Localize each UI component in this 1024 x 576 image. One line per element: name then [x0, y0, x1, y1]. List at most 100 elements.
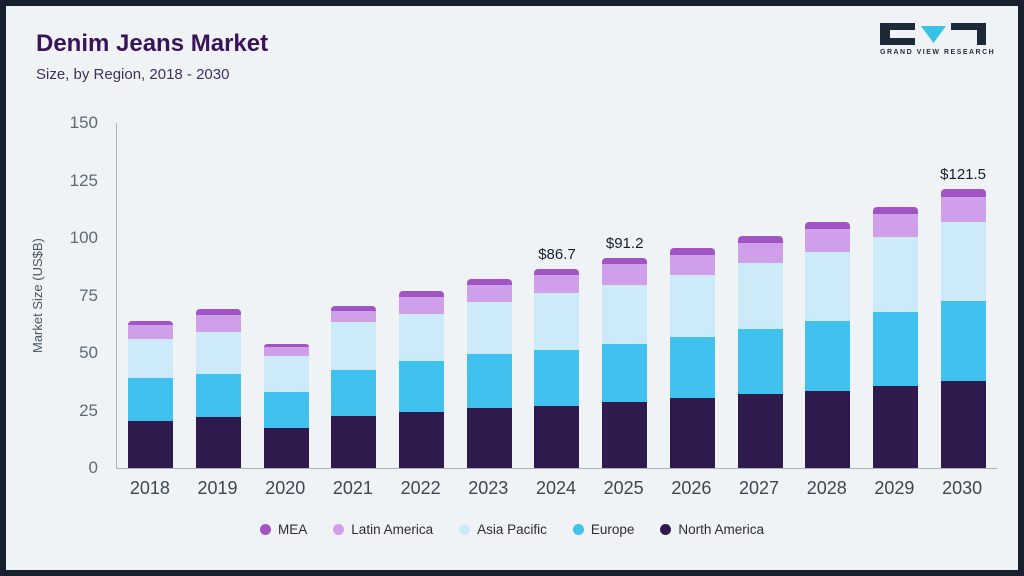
segment-mea-2027 [737, 235, 783, 243]
segment-asia-pacific-2029 [872, 236, 918, 312]
legend-item-latin-america: Latin America [333, 522, 433, 537]
legend-label: MEA [278, 522, 308, 537]
segment-latin-america-2029 [872, 213, 918, 237]
segment-latin-america-2022 [399, 296, 445, 314]
segment-latin-america-2026 [669, 255, 715, 275]
legend: MEA Latin America Asia Pacific Europe North … [6, 522, 1018, 537]
bar-2021 [331, 305, 377, 468]
segment-north-america-2021 [331, 416, 377, 468]
page-title: Denim Jeans Market [36, 30, 269, 57]
segment-asia-pacific-2021 [331, 321, 377, 371]
legend-dot [260, 524, 272, 535]
bar-2027 [737, 235, 783, 468]
segment-north-america-2029 [872, 386, 918, 468]
segment-asia-pacific-2026 [669, 274, 715, 337]
bar-2028 [805, 221, 851, 468]
x-tick-2024: 2024 [535, 478, 576, 498]
segment-latin-america-2027 [737, 242, 783, 264]
segment-latin-america-2028 [805, 228, 851, 252]
legend-item-north-america: North America [660, 522, 764, 537]
segment-asia-pacific-2019 [196, 332, 242, 374]
segment-north-america-2025 [602, 402, 648, 468]
bar-2022 [399, 290, 445, 468]
x-tick-2025: 2025 [603, 478, 644, 498]
bar-slot-2019 [185, 123, 253, 468]
bar-2024 [534, 268, 580, 468]
y-tick-label: 50 [79, 343, 98, 362]
segment-latin-america-2023 [466, 285, 512, 303]
legend-item-europe: Europe [572, 522, 635, 537]
bar-slot-2027 [726, 123, 794, 468]
x-tick-2021: 2021 [332, 478, 373, 498]
segment-mea-2018 [128, 320, 174, 326]
bar-2023 [466, 279, 512, 468]
segment-north-america-2019 [196, 417, 242, 468]
bar-slot-2025: $91.2 [591, 123, 659, 468]
bar-slot-2021 [320, 123, 388, 468]
segment-mea-2020 [263, 343, 309, 348]
segment-latin-america-2018 [128, 325, 174, 340]
segment-mea-2022 [399, 290, 445, 297]
x-axis: 2018 2019 2020 2021 2022 2023 2024 2025 2026 2027… [116, 478, 996, 499]
y-axis-title: Market Size (US$B) [30, 238, 45, 353]
segment-europe-2021 [331, 370, 377, 417]
y-tick-label: 75 [79, 285, 98, 305]
segment-latin-america-2030 [940, 196, 986, 222]
segment-north-america-2018 [128, 420, 174, 468]
segment-mea-2024 [534, 268, 580, 275]
segment-europe-2022 [399, 361, 445, 412]
x-tick-2022: 2022 [400, 478, 441, 498]
segment-mea-2023 [466, 279, 512, 286]
x-tick-2019: 2019 [197, 478, 238, 498]
y-tick-label: 25 [79, 400, 98, 420]
segment-mea-2030 [940, 188, 986, 197]
legend-item-mea: MEA [260, 522, 307, 537]
bar-total-label-2025: $91.2 [605, 235, 644, 253]
x-tick-2018: 2018 [129, 478, 170, 498]
bar-slot-2029 [862, 123, 930, 468]
segment-north-america-2022 [399, 411, 445, 468]
bar-slot-2023 [455, 123, 523, 468]
segment-latin-america-2019 [196, 315, 242, 333]
x-tick-2026: 2026 [671, 478, 712, 498]
bar-2020 [263, 343, 309, 468]
segment-mea-2019 [196, 309, 242, 316]
segment-europe-2024 [534, 349, 580, 406]
segment-asia-pacific-2024 [534, 293, 580, 350]
segment-asia-pacific-2028 [805, 251, 851, 321]
segment-latin-america-2024 [534, 274, 580, 294]
bar-2026 [669, 248, 715, 468]
logo-text: GRAND VIEW RESEARCH [880, 49, 996, 56]
segment-north-america-2024 [534, 405, 580, 468]
segment-north-america-2023 [466, 408, 512, 468]
segment-north-america-2020 [263, 427, 309, 468]
bar-2025 [602, 258, 648, 468]
page-subtitle: Size, by Region, 2018 - 2030 [36, 66, 230, 83]
bar-slot-2026 [659, 123, 727, 468]
bar-slot-2018 [117, 123, 185, 468]
bar-2030 [940, 188, 986, 468]
y-tick-label: 100 [69, 228, 98, 247]
y-axis-ticks: 0 25 50 75 100 125 150 [62, 113, 108, 477]
bar-total-label-2030: $121.5 [940, 165, 987, 183]
bar-2018 [128, 320, 174, 468]
segment-europe-2018 [128, 378, 174, 421]
legend-label: Asia Pacific [477, 522, 547, 537]
bar-slot-2020 [252, 123, 320, 468]
y-tick-label: 150 [69, 113, 98, 132]
gvr-logo: GRAND VIEW RESEARCH [880, 22, 996, 56]
plot-area: $86.7 $91.2 $121.5 [116, 123, 997, 469]
legend-dot [459, 524, 471, 535]
x-tick-2023: 2023 [468, 478, 509, 498]
segment-latin-america-2021 [331, 310, 377, 322]
legend-label: Europe [590, 522, 635, 537]
y-tick-label: 125 [69, 170, 98, 190]
bar-total-label-2024: $86.7 [538, 245, 576, 263]
x-tick-2030: 2030 [942, 478, 983, 498]
bar-2019 [196, 309, 242, 468]
legend-item-asia-pacific: Asia Pacific [459, 522, 547, 537]
segment-asia-pacific-2022 [399, 313, 445, 362]
x-tick-2027: 2027 [739, 478, 780, 498]
legend-dot [660, 524, 672, 535]
segment-mea-2029 [872, 207, 918, 214]
